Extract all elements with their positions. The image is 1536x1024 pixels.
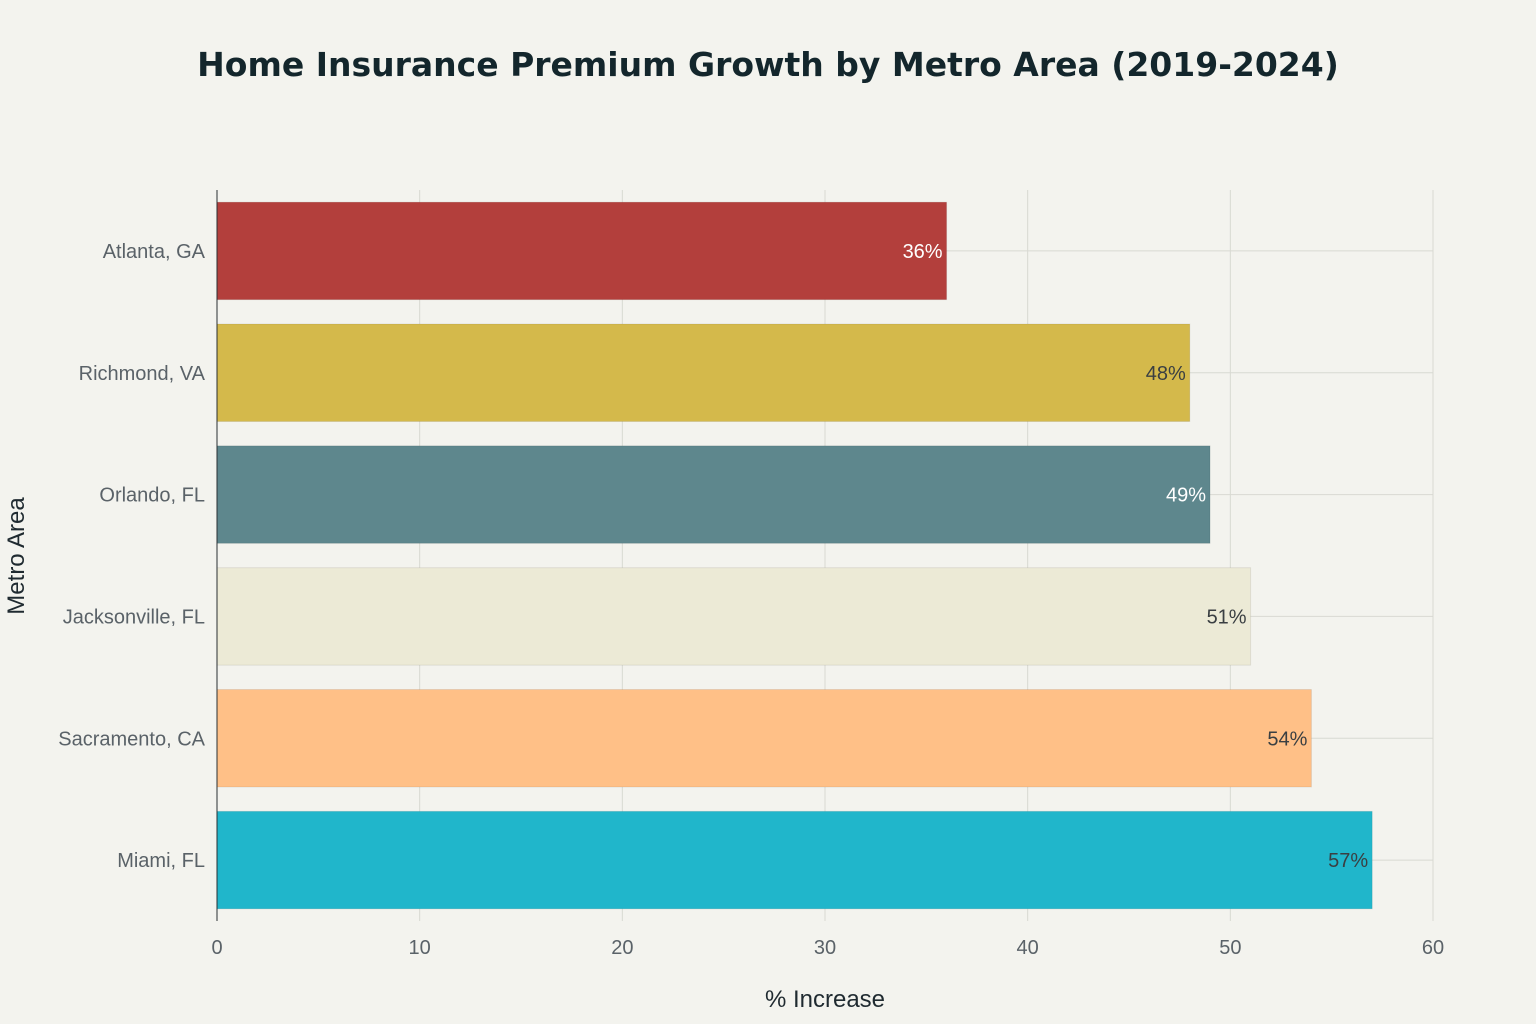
data-label: 57%	[1328, 850, 1368, 872]
x-tick-label: 40	[1017, 937, 1039, 959]
bar	[216, 810, 1373, 910]
y-axis-tick-labels: Atlanta, GA Richmond, VA Orlando, FL Jackso…	[58, 241, 205, 872]
x-tick-label: 20	[611, 937, 633, 959]
y-axis-title: Metro Area	[3, 497, 30, 615]
chart-title: Home Insurance Premium Growth by Metro A…	[197, 45, 1339, 84]
x-tick-label: 30	[814, 937, 836, 959]
data-label: 36%	[903, 241, 943, 263]
x-tick-label: 60	[1422, 937, 1444, 959]
y-tick-label: Orlando, FL	[99, 485, 205, 507]
bar	[216, 445, 1211, 544]
bar	[216, 567, 1252, 666]
y-tick-label: Jacksonville, FL	[63, 606, 205, 628]
y-tick-label: Sacramento, CA	[58, 728, 205, 750]
x-tick-label: 10	[409, 937, 431, 959]
bar	[216, 323, 1191, 422]
data-labels: 36% 48% 49% 51% 54% 57%	[903, 241, 1369, 872]
y-tick-label: Richmond, VA	[79, 363, 206, 385]
data-label: 54%	[1267, 728, 1307, 750]
data-label: 51%	[1207, 606, 1247, 628]
x-tick-label: 0	[211, 937, 222, 959]
x-axis-tick-labels: 0 10 20 30 40 50 60	[211, 937, 1444, 959]
bar	[216, 201, 948, 301]
data-label: 48%	[1146, 363, 1186, 385]
x-tick-label: 50	[1219, 937, 1241, 959]
x-axis-title: % Increase	[765, 986, 885, 1013]
y-tick-label: Atlanta, GA	[103, 241, 206, 263]
y-tick-label: Miami, FL	[117, 850, 205, 872]
bar	[216, 689, 1312, 788]
bars	[216, 201, 1373, 910]
data-label: 49%	[1166, 485, 1206, 507]
